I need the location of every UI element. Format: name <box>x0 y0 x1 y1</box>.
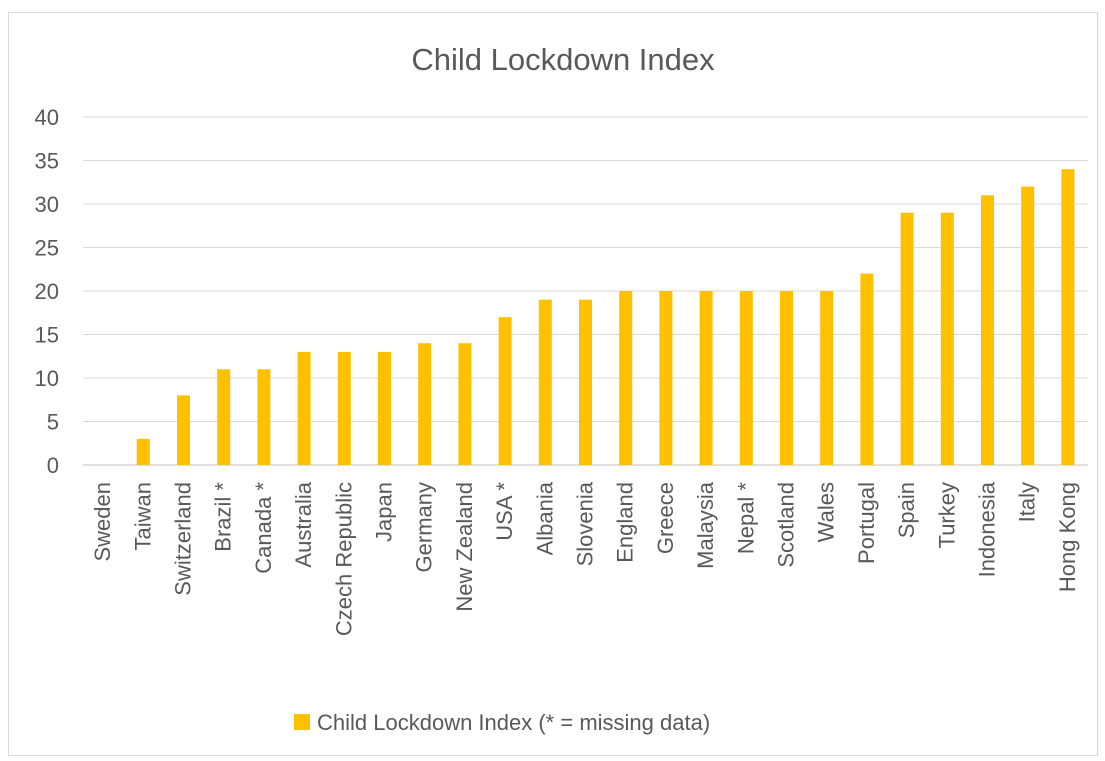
y-tick-label: 25 <box>35 236 59 261</box>
bar <box>699 291 713 465</box>
x-category-label: Czech Republic <box>331 482 356 636</box>
bar <box>1021 186 1035 465</box>
y-tick-label: 5 <box>47 410 59 435</box>
x-category-label: Malaysia <box>693 481 718 569</box>
x-category-label: New Zealand <box>452 482 477 612</box>
x-category-label: Greece <box>653 482 678 554</box>
y-tick-label: 40 <box>35 105 59 130</box>
x-category-label: Canada * <box>251 482 276 574</box>
x-category-label: Italy <box>1015 482 1040 522</box>
y-tick-label: 35 <box>35 149 59 174</box>
x-category-label: Brazil * <box>211 482 236 552</box>
bar <box>940 212 954 465</box>
legend-swatch <box>294 714 310 730</box>
bar <box>297 351 311 465</box>
y-tick-label: 10 <box>35 366 59 391</box>
legend-label: Child Lockdown Index (* = missing data) <box>317 710 710 735</box>
x-category-label: Taiwan <box>130 482 155 550</box>
bar <box>337 351 351 465</box>
x-axis-categories: Sweden Taiwan Switzerland Brazil * Canada * A… <box>90 481 1080 636</box>
bar <box>619 291 633 465</box>
x-category-label: England <box>613 482 638 563</box>
bar <box>981 195 994 466</box>
bar <box>136 438 150 465</box>
y-axis-ticks: 0 5 10 15 20 25 30 35 40 <box>35 105 59 478</box>
bar <box>780 291 793 465</box>
x-category-label: Albania <box>532 481 557 555</box>
chart-title: Child Lockdown Index <box>411 42 715 77</box>
bar <box>378 351 391 465</box>
bar <box>579 299 592 465</box>
x-category-label: Australia <box>291 481 316 567</box>
x-category-label: Japan <box>372 482 397 542</box>
bar <box>177 395 190 465</box>
bar <box>820 291 834 465</box>
y-tick-label: 30 <box>35 192 59 217</box>
bar <box>1061 169 1075 465</box>
y-tick-label: 0 <box>47 453 59 478</box>
bar <box>458 343 472 465</box>
x-category-label: Hong Kong <box>1055 482 1080 592</box>
x-category-label: Switzerland <box>171 482 196 596</box>
bar <box>900 212 914 465</box>
x-category-label: Slovenia <box>573 481 598 566</box>
bar <box>217 369 231 465</box>
chart-frame <box>8 12 1098 756</box>
x-category-label: USA * <box>492 482 517 541</box>
bar <box>498 317 512 465</box>
x-category-label: Germany <box>412 482 437 572</box>
x-category-label: Nepal * <box>733 482 758 555</box>
y-tick-label: 20 <box>35 279 59 304</box>
bar <box>538 299 552 465</box>
bar <box>257 369 271 465</box>
legend: Child Lockdown Index (* = missing data) <box>294 710 710 735</box>
x-category-label: Wales <box>814 482 839 542</box>
x-category-label: Spain <box>894 482 919 538</box>
bar <box>659 291 673 465</box>
x-category-label: Indonesia <box>975 481 1000 577</box>
bar <box>739 291 753 465</box>
bars <box>136 169 1075 466</box>
bar <box>418 343 432 465</box>
x-category-label: Turkey <box>934 482 959 548</box>
x-category-label: Sweden <box>90 482 115 562</box>
x-category-label: Scotland <box>774 482 799 568</box>
x-category-label: Portugal <box>854 482 879 564</box>
bar <box>860 273 874 465</box>
y-tick-label: 15 <box>35 323 59 348</box>
